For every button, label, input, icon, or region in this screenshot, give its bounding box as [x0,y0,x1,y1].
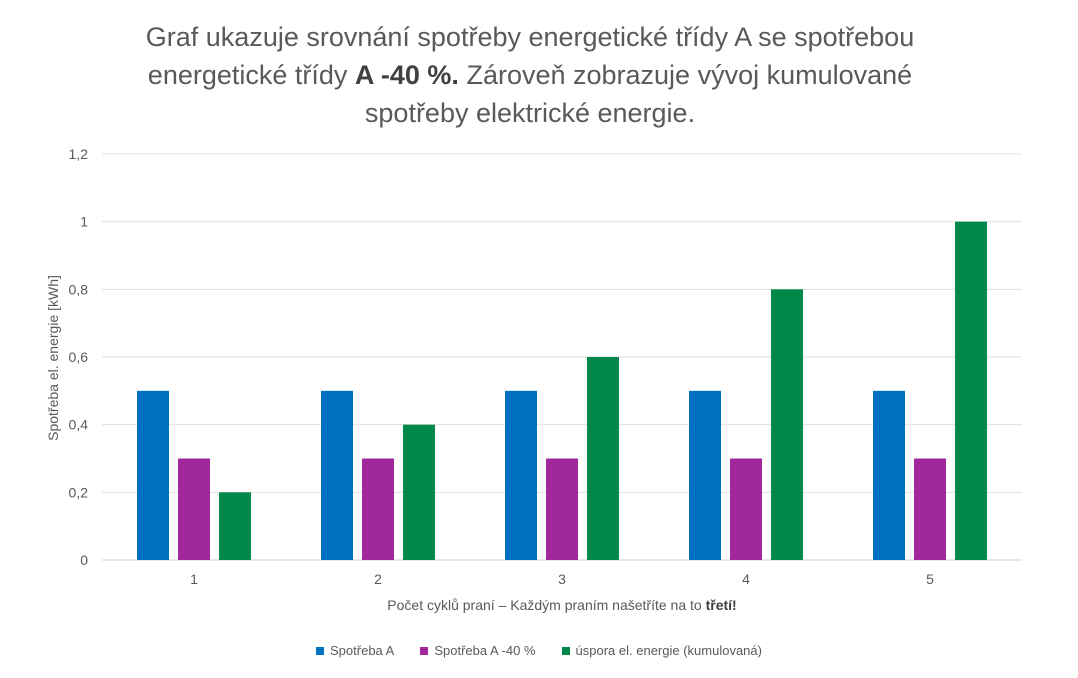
bar [178,458,210,560]
bar [587,357,619,560]
bar [689,390,721,560]
bar [321,390,353,560]
y-tick-labels: 0 0,2 0,4 0,6 0,8 1 1,2 [69,146,89,568]
bar [730,458,762,560]
bar [219,492,251,560]
bar [955,221,987,560]
legend-item: Spotřeba A [316,643,394,658]
legend-label: úspora el. energie (kumulovaná) [575,643,762,658]
title-text-2: Zároveň zobrazuje vývoj kumulované spotř… [364,60,913,128]
legend-item: úspora el. energie (kumulovaná) [561,643,762,658]
x-tick-labels: 1 2 3 4 5 [190,571,934,587]
x-tick-label: 2 [374,571,382,587]
y-tick-label: 0 [80,552,88,568]
bar [873,390,905,560]
legend-label: Spotřeba A -40 % [434,643,536,658]
title-text-1: Graf ukazuje srovnání spotřeby energetic… [145,22,915,90]
legend-swatch [561,646,570,655]
x-tick-label: 5 [926,571,934,587]
x-axis-title: Počet cyklů praní – Každým praním našetř… [102,597,1022,613]
legend-label: Spotřeba A [330,643,395,658]
bar [505,390,537,560]
bar [137,390,169,560]
bar [546,458,578,560]
y-tick-label: 1,2 [69,146,89,162]
legend: Spotřeba A Spotřeba A -40 % úspora el. ene… [0,643,1078,658]
y-tick-label: 0,8 [69,281,89,297]
y-tick-label: 0,2 [69,484,89,500]
x-axis-title-bold: třetí! [705,597,737,613]
x-tick-label: 4 [742,571,750,587]
legend-swatch [316,646,325,655]
bar [771,289,803,560]
chart-title: Graf ukazuje srovnání spotřeby energetic… [100,18,960,132]
x-axis-title-text: Počet cyklů praní – Každým praním našetř… [387,597,706,613]
legend-swatch [420,646,429,655]
bar [914,458,946,560]
y-tick-label: 0,4 [69,417,89,433]
y-tick-label: 1 [80,214,88,230]
y-tick-label: 0,6 [69,349,89,365]
title-bold: A -40 %. [354,60,459,90]
y-axis-title: Spotřeba el. energie [kWh] [45,275,61,441]
x-tick-label: 1 [190,571,198,587]
legend-item: Spotřeba A -40 % [420,643,536,658]
x-tick-label: 3 [558,571,566,587]
bar [362,458,394,560]
bars [137,221,987,560]
bar [403,424,435,560]
